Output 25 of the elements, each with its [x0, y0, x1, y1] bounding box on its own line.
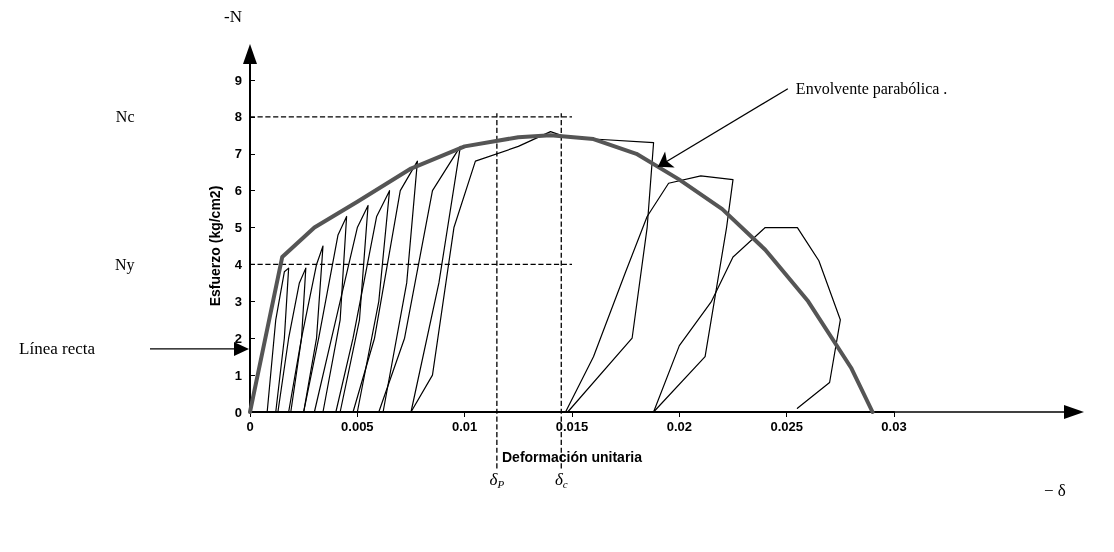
y-tick-label: 0	[234, 404, 242, 420]
ref-line-label: Nc	[115, 108, 135, 126]
y-tick-label: 9	[234, 72, 242, 88]
x-tick-label: 0	[246, 419, 254, 434]
y-tick-label: 3	[234, 293, 242, 309]
y-tick-label: 7	[234, 146, 242, 162]
text: -N	[224, 7, 242, 26]
x-tick-label: 0.01	[452, 419, 478, 434]
y-tick-label: 8	[234, 109, 242, 125]
y-tick-label: 4	[234, 256, 243, 272]
y-tick-label: 1	[234, 367, 242, 383]
y-tick-label: 5	[234, 220, 242, 236]
annotation: Envolvente parabólica .	[795, 80, 948, 99]
x-tick-label: 0.02	[666, 419, 692, 434]
x-tick-label: 0.005	[341, 419, 374, 434]
y-tick-label: 6	[234, 183, 242, 199]
y-tick-label: 2	[234, 330, 242, 346]
x-tick-label: 0.015	[555, 419, 589, 434]
text: − δ	[1044, 481, 1066, 500]
x-tick-label: 0.025	[770, 419, 803, 434]
text: Línea recta	[19, 338, 96, 358]
y-axis-title: Esfuerzo (kg/cm2)	[207, 185, 223, 307]
ref-line-label: Ny	[114, 255, 135, 274]
x-axis-title: Deformación unitaria	[501, 449, 643, 465]
x-tick-label: 0.03	[881, 419, 907, 434]
